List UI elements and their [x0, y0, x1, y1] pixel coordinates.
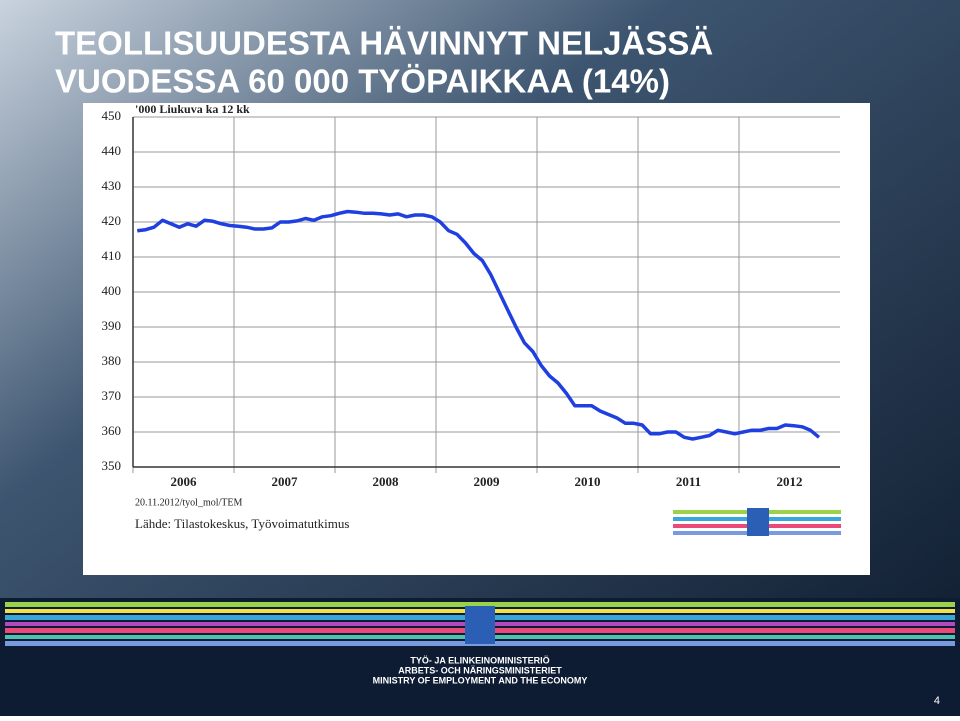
title-line: TEOLLISUUDESTA HÄVINNYT NELJÄSSÄ	[55, 25, 713, 62]
y-tick-label: 410	[102, 248, 122, 263]
y-tick-label: 360	[102, 423, 122, 438]
x-tick-label: 2012	[777, 474, 803, 489]
logo-emblem	[465, 606, 495, 644]
page-number: 4	[934, 695, 940, 707]
y-tick-label: 350	[102, 458, 122, 473]
logo-text: TYÖ- JA ELINKEINOMINISTERIÖ	[410, 655, 549, 665]
x-tick-label: 2006	[171, 474, 198, 489]
y-tick-label: 450	[102, 108, 122, 123]
x-tick-label: 2008	[373, 474, 400, 489]
x-tick-label: 2007	[272, 474, 299, 489]
note: 20.11.2012/tyol_mol/TEM	[135, 497, 243, 508]
x-tick-label: 2011	[676, 474, 701, 489]
x-tick-label: 2009	[474, 474, 501, 489]
y-tick-label: 390	[102, 318, 122, 333]
note: Lähde: Tilastokeskus, Työvoimatutkimus	[135, 516, 349, 531]
y-tick-label: 420	[102, 213, 122, 228]
y-tick-label: 430	[102, 178, 122, 193]
y-tick-label: 440	[102, 143, 122, 158]
logo-text: MINISTRY OF EMPLOYMENT AND THE ECONOMY	[373, 675, 588, 685]
small-logo	[673, 508, 841, 536]
y-axis-label: '000 Liukuva ka 12 kk	[135, 102, 250, 116]
y-tick-label: 400	[102, 283, 122, 298]
y-tick-label: 370	[102, 388, 122, 403]
y-tick-label: 380	[102, 353, 122, 368]
logo-text: ARBETS- OCH NÄRINGSMINISTERIET	[398, 665, 562, 675]
title-line: VUODESSA 60 000 TYÖPAIKKAA (14%)	[55, 63, 670, 100]
x-tick-label: 2010	[575, 474, 601, 489]
data-line	[136, 209, 821, 441]
